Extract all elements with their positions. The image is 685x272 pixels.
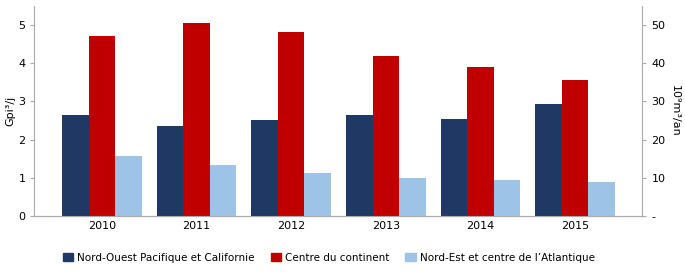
Y-axis label: Gpi³/j: Gpi³/j — [5, 96, 16, 126]
Bar — [210, 165, 236, 216]
Bar — [251, 120, 278, 216]
Bar — [562, 80, 588, 216]
Bar — [184, 23, 210, 216]
Y-axis label: 10⁹m³/an: 10⁹m³/an — [669, 85, 680, 137]
Bar — [535, 104, 562, 216]
Bar — [62, 115, 88, 216]
Bar — [373, 56, 399, 216]
Bar — [88, 36, 115, 216]
Bar — [304, 173, 331, 216]
Bar — [399, 178, 425, 216]
Bar — [346, 115, 373, 216]
Bar — [467, 67, 494, 216]
Bar — [440, 119, 467, 216]
Bar — [494, 180, 520, 216]
Bar — [157, 126, 184, 216]
Bar — [278, 32, 304, 216]
Bar — [115, 156, 142, 216]
Legend: Nord-Ouest Pacifique et Californie, Centre du continent, Nord-Est et centre de l: Nord-Ouest Pacifique et Californie, Cent… — [59, 248, 599, 267]
Bar — [588, 182, 614, 216]
